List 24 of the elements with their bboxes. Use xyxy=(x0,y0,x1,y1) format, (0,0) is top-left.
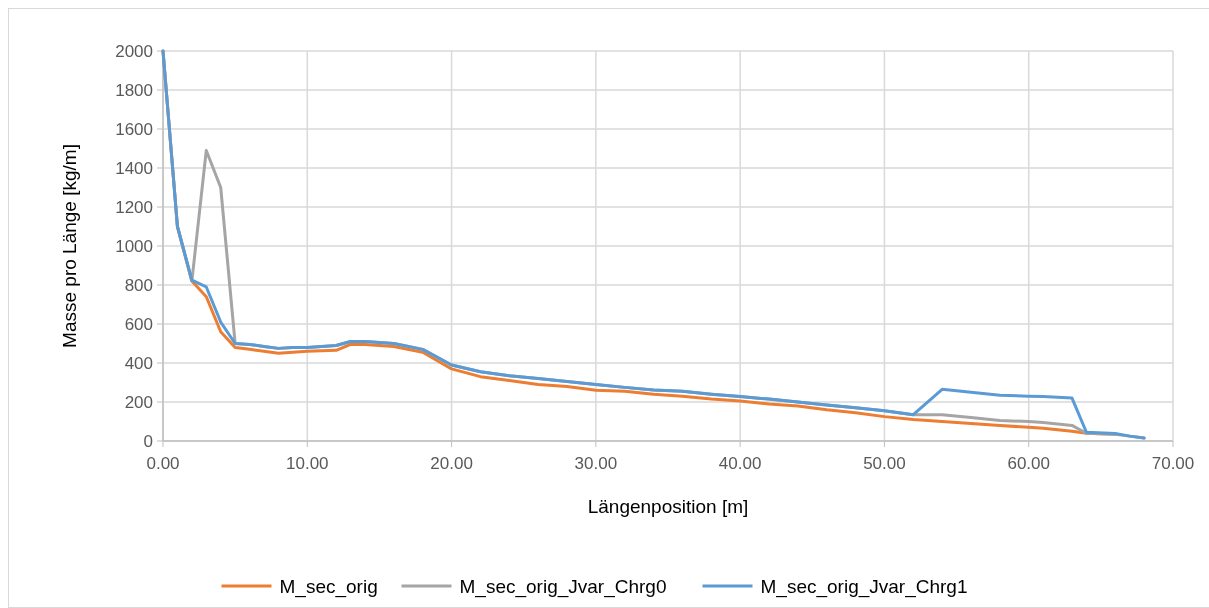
x-tick-label: 30.00 xyxy=(574,454,618,473)
y-tick-label: 1600 xyxy=(115,119,153,139)
y-tick-label: 1000 xyxy=(115,236,153,256)
legend-label: M_sec_orig_Jvar_Chrg0 xyxy=(459,575,667,598)
y-tick-label: 1200 xyxy=(115,197,153,217)
y-tick-label: 200 xyxy=(124,392,153,412)
x-tick-label: 60.00 xyxy=(1007,454,1050,473)
x-axis-title: Längenposition [m] xyxy=(587,496,749,517)
y-tick-label: 400 xyxy=(124,353,153,373)
x-tick-label: 10.00 xyxy=(286,454,329,473)
legend-label: M_sec_orig xyxy=(279,575,378,598)
y-tick-label: 1800 xyxy=(115,80,153,100)
x-tick-label: 0.00 xyxy=(146,454,180,473)
y-tick-label: 800 xyxy=(124,275,153,295)
legend-label: M_sec_orig_Jvar_Chrg1 xyxy=(760,575,968,598)
x-tick-label: 40.00 xyxy=(718,454,762,473)
y-tick-label: 2000 xyxy=(115,41,153,61)
y-tick-label: 600 xyxy=(124,314,153,334)
x-tick-label: 20.00 xyxy=(430,454,473,473)
y-tick-label: 1400 xyxy=(115,158,153,178)
x-tick-label: 50.00 xyxy=(863,454,906,473)
y-tick-label: 0 xyxy=(143,431,153,451)
y-axis-title: Masse pro Länge [kg/m] xyxy=(59,144,80,348)
x-tick-label: 70.00 xyxy=(1151,454,1195,473)
